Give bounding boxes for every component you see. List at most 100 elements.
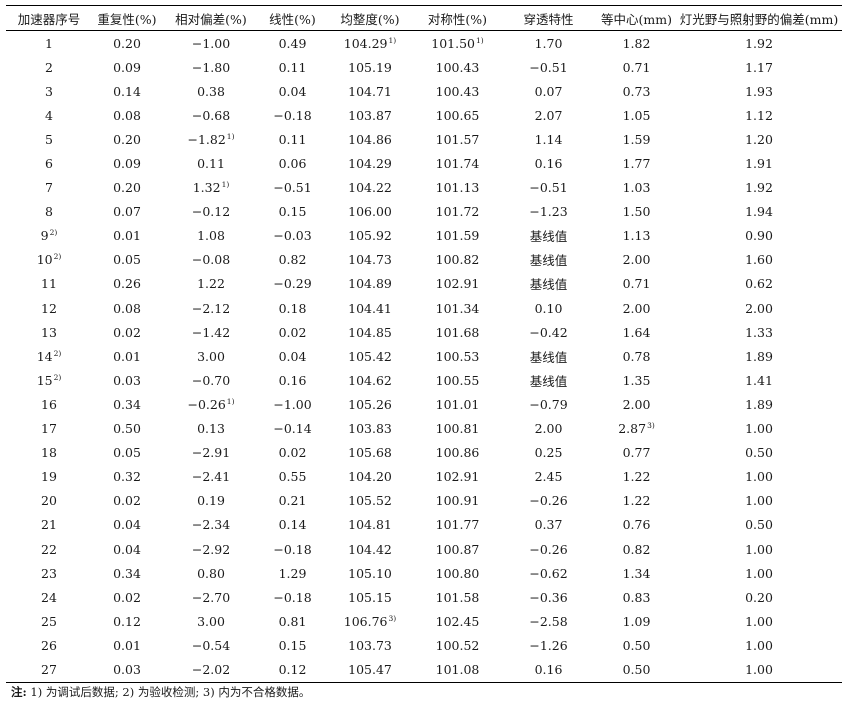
cell-repeatability: 0.02	[92, 320, 162, 344]
cell-accelerator-id: 23	[6, 561, 92, 585]
cell-repeatability: 0.08	[92, 296, 162, 320]
cell-isocenter: 2.00	[597, 296, 676, 320]
cell-light-radiation-field-deviation: 1.91	[676, 151, 842, 175]
cell-penetration: 基线值	[500, 248, 597, 272]
cell-value: 0.20	[113, 35, 141, 51]
cell-repeatability: 0.03	[92, 657, 162, 683]
cell-value: 101.50	[431, 35, 476, 51]
table-row: 142) 0.01 3.00 0.04 105.42 100.53 基线值 0.78 1.89	[6, 344, 842, 368]
cell-isocenter: 0.73	[597, 79, 676, 103]
cell-value: 104.89	[348, 276, 392, 292]
cell-value: −0.26	[529, 541, 568, 557]
cell-flatness: 104.85	[325, 320, 415, 344]
cell-value: 100.55	[435, 372, 480, 388]
cell-value: 9	[40, 228, 49, 244]
cell-symmetry: 101.68	[415, 320, 500, 344]
cell-relative-deviation: −0.70	[162, 368, 260, 392]
cell-flatness: 104.89	[325, 272, 415, 296]
cell-value: 100.80	[435, 565, 480, 581]
cell-penetration: −2.58	[500, 609, 597, 633]
cell-light-radiation-field-deviation: 0.50	[676, 441, 842, 465]
cell-value: 14	[36, 348, 53, 364]
cell-value: 0.07	[534, 83, 563, 99]
cell-linearity: −0.03	[260, 224, 325, 248]
cell-relative-deviation: −2.91	[162, 441, 260, 465]
cell-light-radiation-field-deviation: 0.90	[676, 224, 842, 248]
cell-value: 0.08	[113, 107, 141, 123]
cell-value: 0.05	[113, 445, 141, 461]
cell-linearity: 0.49	[260, 31, 325, 56]
cell-value: 105.10	[348, 565, 392, 581]
cell-relative-deviation: 1.08	[162, 224, 260, 248]
cell-linearity: 0.15	[260, 200, 325, 224]
cell-accelerator-id: 18	[6, 441, 92, 465]
cell-value: 0.82	[278, 252, 307, 268]
cell-isocenter: 1.59	[597, 127, 676, 151]
column-header-relative-deviation: 相对偏差(%)	[162, 5, 260, 31]
cell-accelerator-id: 7	[6, 176, 92, 200]
cell-isocenter: 0.71	[597, 55, 676, 79]
cell-light-radiation-field-deviation: 1.00	[676, 633, 842, 657]
column-header-isocenter: 等中心(mm)	[597, 5, 676, 31]
cell-relative-deviation: −0.12	[162, 200, 260, 224]
cell-value: 1.00	[745, 469, 773, 485]
cell-flatness: 104.86	[325, 127, 415, 151]
cell-repeatability: 0.20	[92, 176, 162, 200]
cell-value: 100.82	[435, 252, 480, 268]
cell-value: 100.53	[435, 348, 480, 364]
cell-symmetry: 100.82	[415, 248, 500, 272]
cell-symmetry: 101.59	[415, 224, 500, 248]
cell-accelerator-id: 5	[6, 127, 92, 151]
cell-value: 0.50	[113, 421, 141, 437]
cell-symmetry: 102.45	[415, 609, 500, 633]
cell-symmetry: 100.52	[415, 633, 500, 657]
cell-value: −1.00	[273, 396, 312, 412]
cell-value: 105.19	[348, 59, 392, 75]
footnote-label: 注:	[11, 685, 27, 699]
cell-relative-deviation: 1.22	[162, 272, 260, 296]
cell-value: 1.29	[278, 565, 307, 581]
cell-value: −0.70	[191, 372, 231, 388]
cell-value: 1.89	[745, 396, 773, 412]
cell-value: 1.03	[622, 180, 651, 196]
cell-value: 101.68	[435, 324, 480, 340]
cell-value: 1.00	[745, 637, 773, 653]
cell-repeatability: 0.03	[92, 368, 162, 392]
table-row: 12 0.08 −2.12 0.18 104.41 101.34 0.10 2.00 2.00	[6, 296, 842, 320]
cell-value: 104.73	[348, 252, 392, 268]
cell-value: −0.51	[529, 59, 568, 75]
cell-value: 1.22	[197, 276, 225, 292]
cell-isocenter: 0.76	[597, 513, 676, 537]
cell-light-radiation-field-deviation: 1.00	[676, 465, 842, 489]
cell-value: 102.91	[435, 276, 480, 292]
cell-value: 0.16	[278, 372, 307, 388]
cell-isocenter: 0.50	[597, 633, 676, 657]
cell-symmetry: 101.34	[415, 296, 500, 320]
cell-symmetry: 100.81	[415, 417, 500, 441]
cell-penetration: 0.25	[500, 441, 597, 465]
cell-value: 100.43	[435, 83, 480, 99]
cell-value: 0.34	[113, 565, 141, 581]
cell-value: 0.20	[113, 131, 141, 147]
cell-value: 0.90	[745, 228, 773, 244]
cell-flatness: 104.20	[325, 465, 415, 489]
cell-value: 2.07	[534, 107, 563, 123]
cell-value: 0.21	[278, 493, 307, 509]
cell-flatness: 105.42	[325, 344, 415, 368]
cell-symmetry: 101.501)	[415, 31, 500, 56]
cell-value: 100.81	[435, 421, 480, 437]
cell-value: 104.29	[343, 35, 388, 51]
cell-isocenter: 1.03	[597, 176, 676, 200]
cell-symmetry: 101.57	[415, 127, 500, 151]
cell-accelerator-id: 92)	[6, 224, 92, 248]
cell-value: 0.03	[113, 372, 141, 388]
cell-value: 101.58	[435, 589, 480, 605]
cell-relative-deviation: 1.321)	[162, 176, 260, 200]
cell-penetration: 0.37	[500, 513, 597, 537]
cell-value: −1.23	[529, 204, 568, 220]
cell-value: 基线值	[529, 373, 568, 389]
cell-value: 0.50	[622, 661, 651, 677]
footnote-marker: 1)	[221, 180, 230, 190]
cell-value: 0.11	[278, 59, 307, 75]
cell-penetration: 1.70	[500, 31, 597, 56]
